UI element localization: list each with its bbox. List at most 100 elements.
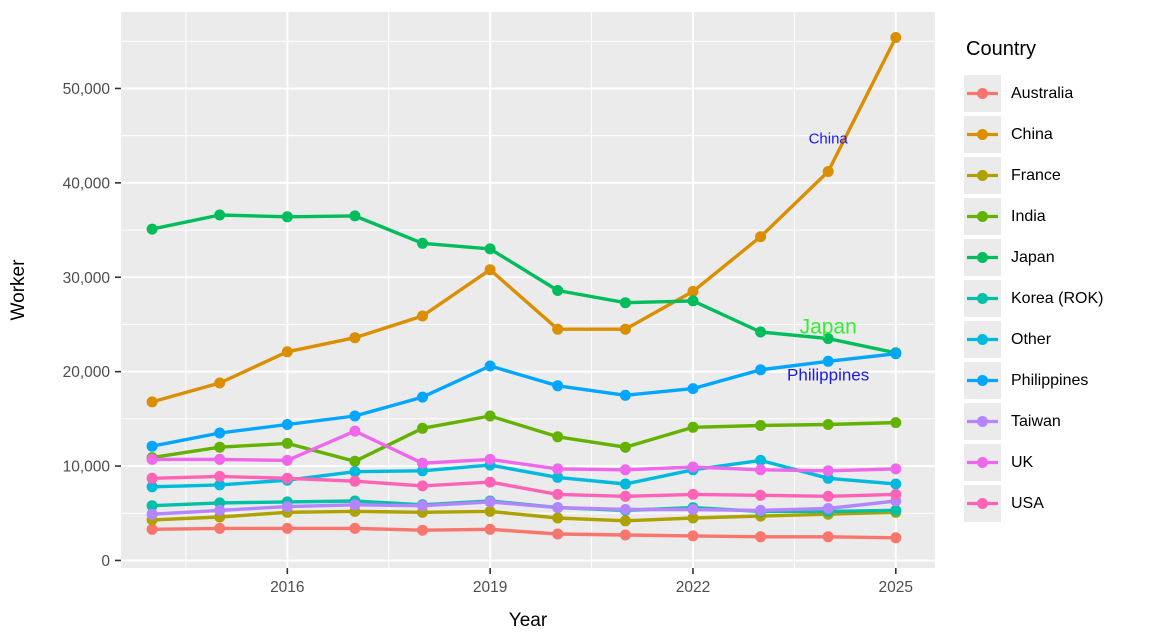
series-point-uk xyxy=(146,453,158,465)
x-axis-tick-label: 2022 xyxy=(676,579,710,596)
series-point-taiwan xyxy=(687,504,699,515)
series-point-philippines xyxy=(822,355,834,367)
legend-item-japan: Japan xyxy=(964,237,1103,278)
series-point-china xyxy=(146,396,158,408)
legend-item-label: Korea (ROK) xyxy=(1011,289,1104,307)
series-point-india xyxy=(484,410,496,422)
legend-swatch-icon xyxy=(967,498,998,509)
series-point-australia xyxy=(281,522,293,534)
legend-item-usa: USA xyxy=(964,483,1103,524)
series-point-japan xyxy=(281,211,293,223)
x-axis-title: Year xyxy=(509,610,548,631)
y-axis-tick-label: 50,000 xyxy=(63,81,111,98)
series-point-usa xyxy=(619,490,631,502)
legend-item-india: India xyxy=(964,196,1103,237)
series-point-korea-rok xyxy=(890,504,902,516)
series-point-philippines xyxy=(619,389,631,401)
legend-key-swatch xyxy=(964,157,1001,194)
series-point-india xyxy=(552,431,564,443)
series-point-uk xyxy=(214,453,226,465)
series-point-india xyxy=(619,441,631,453)
legend-swatch-icon xyxy=(967,129,998,140)
series-point-uk xyxy=(552,463,564,475)
legend-key-swatch xyxy=(964,485,1001,522)
series-point-uk xyxy=(281,454,293,466)
series-point-philippines xyxy=(417,391,428,403)
series-point-japan xyxy=(417,237,428,249)
series-point-taiwan xyxy=(349,499,361,511)
series-point-philippines xyxy=(890,348,902,360)
series-point-china xyxy=(349,332,361,344)
legend-key-swatch xyxy=(964,280,1001,317)
series-point-other xyxy=(890,478,902,490)
legend-item-china: China xyxy=(964,114,1103,155)
y-axis-tick-label: 30,000 xyxy=(63,270,111,287)
y-axis-tick-label: 0 xyxy=(101,553,110,570)
series-point-usa xyxy=(417,480,428,492)
legend-swatch-icon xyxy=(967,375,998,386)
legend-item-label: Japan xyxy=(1011,248,1055,266)
series-point-india xyxy=(890,417,902,429)
series-point-usa xyxy=(214,470,226,482)
legend-key-swatch xyxy=(964,198,1001,235)
legend-key-swatch xyxy=(964,403,1001,440)
legend-swatch-icon xyxy=(967,88,998,99)
legend-title: Country xyxy=(966,38,1037,60)
legend-item-korea-rok: Korea (ROK) xyxy=(964,278,1103,319)
series-point-india xyxy=(755,420,767,431)
series-line-australia xyxy=(150,526,898,540)
series-line-usa xyxy=(150,474,898,498)
series-point-usa xyxy=(755,489,767,501)
series-line-india xyxy=(150,414,898,463)
series-point-uk xyxy=(417,457,428,469)
series-point-australia xyxy=(214,522,226,534)
series-point-china xyxy=(890,32,902,43)
legend-swatch-icon xyxy=(967,334,998,345)
series-point-taiwan xyxy=(552,502,564,514)
series-point-japan xyxy=(619,297,631,309)
legend-item-label: France xyxy=(1011,166,1061,184)
series-point-china xyxy=(484,264,496,276)
series-point-philippines xyxy=(755,364,767,376)
series-point-usa xyxy=(349,475,361,487)
series-point-philippines xyxy=(214,427,226,439)
legend-item-label: USA xyxy=(1011,494,1044,512)
series-point-japan xyxy=(552,285,564,296)
series-line-uk xyxy=(150,429,898,473)
series-line-other xyxy=(150,458,898,489)
annotation-japan: Japan xyxy=(800,316,857,339)
series-point-korea-rok xyxy=(146,500,158,512)
series-point-usa xyxy=(822,490,834,502)
series-point-australia xyxy=(890,532,902,544)
legend-item-label: Philippines xyxy=(1011,371,1089,389)
series-point-japan xyxy=(755,326,767,338)
series-point-uk xyxy=(687,461,699,473)
series-point-taiwan xyxy=(146,508,158,520)
series-line-france xyxy=(150,509,898,523)
legend-item-other: Other xyxy=(964,319,1103,360)
legend-key-swatch xyxy=(964,321,1001,358)
y-axis-tick-label: 40,000 xyxy=(63,175,111,192)
legend-swatch-icon xyxy=(967,211,998,222)
series-point-australia xyxy=(687,530,699,542)
legend-item-uk: UK xyxy=(964,442,1103,483)
legend-key-swatch xyxy=(964,444,1001,481)
legend-swatch-icon xyxy=(967,457,998,468)
series-point-usa xyxy=(484,476,496,488)
series-point-france xyxy=(687,512,699,524)
series-point-australia xyxy=(349,522,361,534)
series-point-australia xyxy=(484,523,496,535)
legend: Country Australia China France India Japan Ko… xyxy=(964,38,1103,524)
legend-swatch-icon xyxy=(967,252,998,263)
series-point-other xyxy=(214,479,226,491)
legend-item-france: France xyxy=(964,155,1103,196)
legend-item-philippines: Philippines xyxy=(964,360,1103,401)
series-point-taiwan xyxy=(484,496,496,508)
series-point-australia xyxy=(552,528,564,540)
series-point-other xyxy=(619,478,631,490)
series-point-india xyxy=(822,419,834,430)
legend-key-swatch xyxy=(964,75,1001,112)
series-point-taiwan xyxy=(281,501,293,513)
series-point-usa xyxy=(687,488,699,500)
